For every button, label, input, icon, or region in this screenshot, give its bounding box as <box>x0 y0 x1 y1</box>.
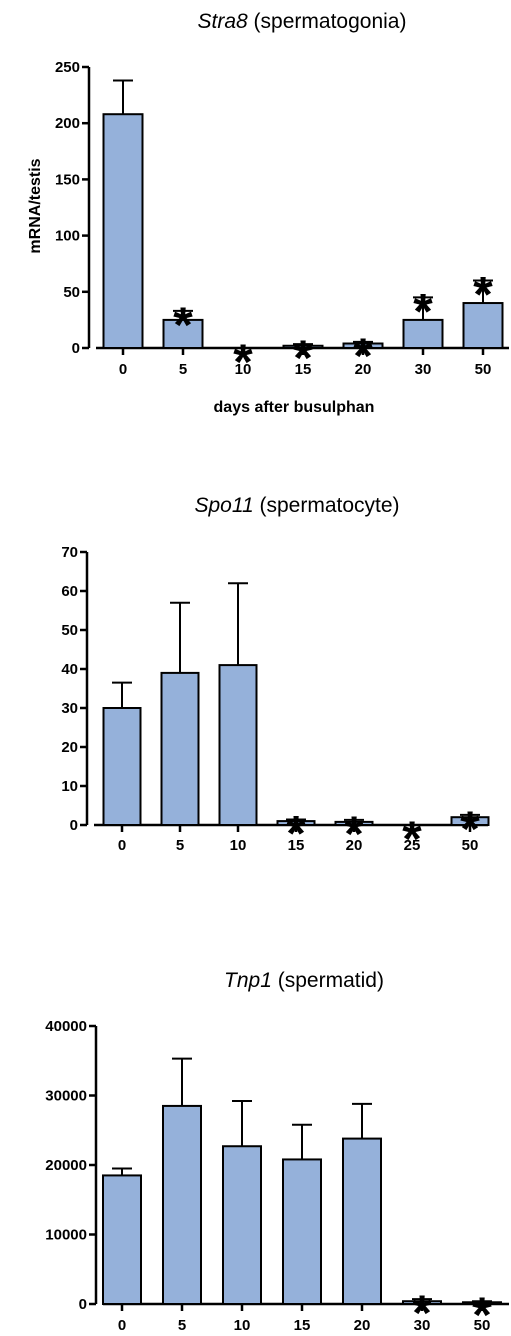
bar <box>276 820 316 826</box>
x-tick-label: 30 <box>414 1317 431 1334</box>
x-tick-label: 25 <box>404 837 421 854</box>
x-tick-label: 30 <box>415 361 432 378</box>
significance-marker: * <box>173 297 193 353</box>
chart-title: Stra8 (spermatogonia) <box>198 10 407 33</box>
significance-marker: * <box>472 1287 492 1336</box>
bar <box>334 820 374 827</box>
stra8-chart: Stra8 (spermatogonia) mRNA/testis days a… <box>27 10 509 416</box>
x-tick-label: 10 <box>235 361 252 378</box>
bar <box>162 1104 202 1306</box>
significance-marker: * <box>473 267 493 323</box>
y-tick-label: 100 <box>55 228 80 245</box>
significance-marker: * <box>412 1285 432 1336</box>
y-tick-label: 50 <box>61 622 78 639</box>
y-tick-label: 10 <box>61 778 78 795</box>
y-tick-label: 20000 <box>45 1157 87 1174</box>
y-tick-label: 60 <box>61 583 78 600</box>
x-tick-label: 0 <box>118 837 126 854</box>
bar <box>218 664 258 826</box>
bar <box>342 1137 382 1305</box>
y-tick-label: 70 <box>61 544 78 561</box>
y-tick-label: 250 <box>55 59 80 76</box>
y-tick-label: 0 <box>70 817 78 834</box>
bar <box>462 302 504 350</box>
x-tick-label: 15 <box>288 837 305 854</box>
x-tick-label: 50 <box>474 1317 491 1334</box>
y-tick-label: 0 <box>72 340 80 357</box>
significance-marker: * <box>413 283 433 339</box>
y-tick-label: 30000 <box>45 1088 87 1105</box>
y-tick-label: 30 <box>61 700 78 717</box>
y-tick-label: 50 <box>63 284 80 301</box>
x-tick-label: 20 <box>346 837 363 854</box>
significance-marker: * <box>233 334 253 390</box>
significance-marker: * <box>460 801 480 857</box>
y-tick-label: 40000 <box>45 1018 87 1035</box>
bar <box>450 816 490 827</box>
significance-marker: * <box>353 328 373 384</box>
y-tick-label: 200 <box>55 115 80 132</box>
x-tick-label: 15 <box>294 1317 311 1334</box>
significance-marker: * <box>286 806 306 862</box>
bar <box>102 707 142 826</box>
significance-marker: * <box>402 811 422 867</box>
y-tick-label: 150 <box>55 171 80 188</box>
tnp1-chart: Tnp1 (spermatid) 0 10000 20000 30000 40000 0 5… <box>45 969 509 1336</box>
y-tick-label: 20 <box>61 739 78 756</box>
x-tick-label: 10 <box>230 837 247 854</box>
chart-title: Tnp1 (spermatid) <box>224 969 384 992</box>
spo11-chart: Spo11 (spermatocyte) 0 10 20 30 40 50 60 70 0 5 10… <box>61 494 490 867</box>
chart-title: Spo11 (spermatocyte) <box>194 494 399 517</box>
bar <box>402 318 444 349</box>
x-tick-label: 5 <box>179 361 187 378</box>
x-tick-label: 0 <box>119 361 127 378</box>
y-axis-label: mRNA/testis <box>27 158 44 253</box>
y-tick-label: 0 <box>79 1296 87 1313</box>
x-axis-label: days after busulphan <box>214 399 375 416</box>
x-tick-label: 20 <box>354 1317 371 1334</box>
y-tick-label: 10000 <box>45 1227 87 1244</box>
x-tick-label: 0 <box>118 1317 126 1334</box>
bar <box>402 1300 442 1305</box>
bar <box>162 318 204 349</box>
bar <box>282 344 324 350</box>
x-tick-label: 5 <box>176 837 184 854</box>
x-tick-label: 5 <box>178 1317 186 1334</box>
bar <box>102 113 144 350</box>
significance-marker: * <box>293 330 313 386</box>
bar <box>160 671 200 827</box>
x-tick-label: 10 <box>234 1317 251 1334</box>
bar <box>462 1301 502 1305</box>
bar <box>102 1174 142 1306</box>
bar <box>342 342 384 349</box>
significance-marker: * <box>344 806 364 862</box>
bar <box>222 1145 262 1305</box>
bar <box>282 1158 322 1305</box>
y-tick-label: 40 <box>61 661 78 678</box>
x-tick-label: 20 <box>355 361 372 378</box>
x-tick-label: 50 <box>475 361 492 378</box>
x-tick-label: 50 <box>462 837 479 854</box>
x-tick-label: 15 <box>295 361 312 378</box>
